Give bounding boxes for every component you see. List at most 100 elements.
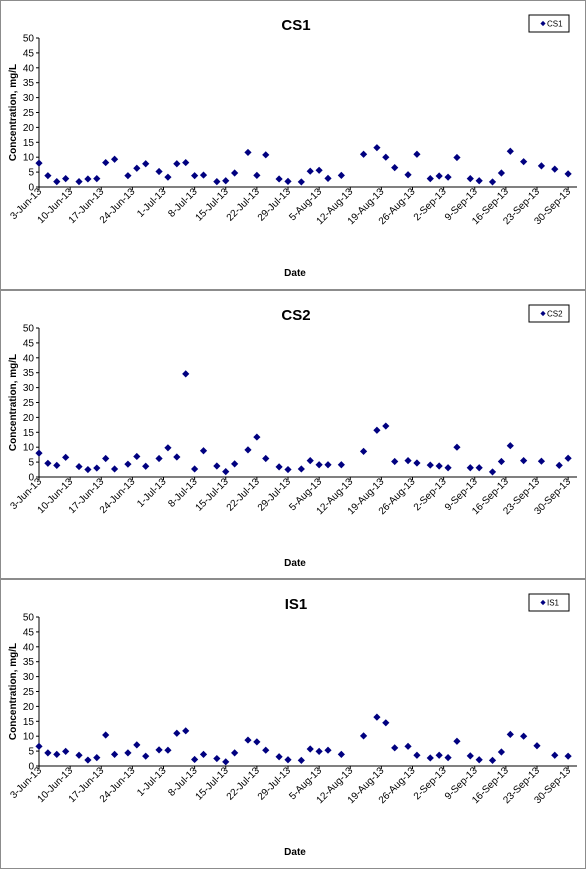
data-point — [53, 750, 61, 758]
x-tick-label: 2-Sep-13 — [412, 186, 449, 223]
data-point — [244, 148, 252, 157]
data-point — [35, 742, 43, 750]
data-point — [453, 153, 461, 162]
data-point — [426, 461, 434, 469]
data-point — [133, 452, 141, 461]
data-point — [124, 172, 132, 180]
y-tick-label: 20 — [23, 123, 35, 134]
chart-panel-cs2: CS2 0 5 10 15 20 25 30 35 40 45 50 3-Jun-13 10-Jun-13… — [0, 290, 586, 579]
y-tick-label: 10 — [23, 732, 35, 743]
chart-title: CS1 — [281, 17, 310, 34]
data-point — [244, 736, 252, 744]
data-point — [435, 172, 443, 180]
data-point — [497, 457, 506, 466]
legend: IS1 — [528, 593, 570, 612]
data-point — [173, 160, 181, 168]
data-point — [435, 462, 443, 470]
data-point — [315, 461, 323, 469]
data-point — [155, 454, 163, 463]
data-point — [102, 731, 110, 739]
data-point — [199, 447, 208, 455]
chart-panel-is1: IS1 0 5 10 15 20 25 30 35 40 45 50 3-Jun-13 10-Jun-13… — [0, 579, 586, 869]
data-point — [75, 178, 83, 186]
data-point — [133, 741, 141, 749]
data-point — [222, 177, 230, 185]
y-tick-label: 40 — [23, 353, 35, 364]
data-point — [466, 752, 474, 760]
y-tick-label: 45 — [23, 48, 35, 59]
x-tick-label: 1-Jul-13 — [135, 765, 169, 799]
scatter-chart-is1: IS1051015202530354045503-Jun-1310-Jun-13… — [8, 593, 577, 858]
data-point — [62, 453, 70, 461]
data-point — [84, 175, 92, 183]
data-point — [133, 164, 141, 172]
data-point — [164, 746, 172, 754]
data-point — [324, 174, 332, 182]
data-point — [324, 461, 332, 469]
data-point — [142, 752, 150, 760]
y-tick-label: 15 — [23, 428, 35, 439]
y-tick-label: 15 — [23, 717, 35, 728]
data-point — [373, 144, 381, 152]
data-point — [262, 454, 270, 463]
data-point — [391, 164, 399, 172]
data-point — [426, 754, 434, 762]
data-point — [231, 169, 239, 177]
y-tick-label: 5 — [28, 747, 34, 758]
legend-box — [528, 593, 570, 612]
data-point — [391, 457, 399, 466]
y-tick-label: 45 — [23, 627, 35, 638]
data-point — [297, 756, 305, 764]
y-axis-label: Concentration, mg/L — [8, 354, 19, 451]
y-tick-label: 35 — [23, 368, 35, 379]
data-point — [275, 175, 283, 183]
data-point — [53, 461, 61, 469]
x-tick-label: 2-Sep-13 — [412, 765, 449, 802]
y-tick-label: 45 — [23, 338, 35, 349]
data-point — [213, 178, 221, 186]
y-tick-label: 50 — [23, 34, 35, 45]
legend-label: CS2 — [547, 310, 563, 319]
data-point — [520, 457, 528, 465]
data-point — [497, 169, 506, 177]
data-point — [315, 747, 323, 755]
data-point — [253, 433, 261, 441]
data-point — [191, 465, 199, 473]
data-point — [102, 158, 110, 167]
data-point — [222, 468, 230, 476]
data-point — [413, 459, 421, 467]
x-tick-label: 29-Jul-13 — [256, 186, 294, 224]
data-point — [75, 751, 83, 759]
data-point — [53, 178, 61, 186]
data-point — [110, 155, 119, 163]
x-tick-label: 29-Jul-13 — [256, 476, 294, 514]
data-point — [359, 150, 368, 158]
data-point — [35, 449, 43, 457]
data-point — [453, 737, 461, 745]
data-point — [253, 171, 261, 179]
legend-marker — [540, 310, 546, 317]
y-tick-label: 0 — [28, 183, 34, 194]
data-point — [466, 464, 474, 472]
data-point — [475, 464, 483, 472]
data-point — [520, 732, 528, 740]
data-point — [84, 465, 92, 474]
data-point — [537, 457, 546, 465]
data-point — [284, 465, 292, 474]
data-point — [231, 460, 239, 468]
data-point — [164, 173, 172, 181]
data-point — [413, 150, 421, 158]
y-tick-label: 25 — [23, 108, 35, 119]
data-point — [506, 442, 514, 450]
data-point — [275, 753, 283, 761]
y-axis-label: Concentration, mg/L — [8, 64, 19, 161]
legend-marker — [540, 20, 546, 27]
data-point — [199, 750, 208, 758]
data-point — [564, 170, 572, 178]
legend: CS2 — [528, 304, 570, 323]
data-point — [297, 178, 305, 186]
data-point — [155, 746, 163, 754]
data-point — [213, 462, 221, 470]
data-point — [337, 750, 345, 758]
data-point — [44, 172, 52, 180]
